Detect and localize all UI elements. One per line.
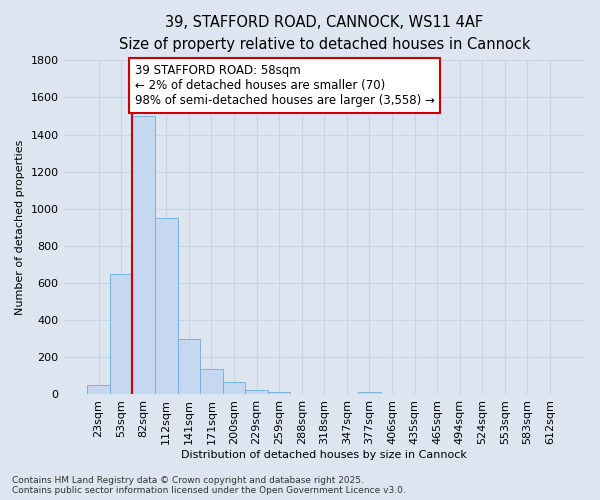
- Title: 39, STAFFORD ROAD, CANNOCK, WS11 4AF
Size of property relative to detached house: 39, STAFFORD ROAD, CANNOCK, WS11 4AF Siz…: [119, 15, 530, 52]
- Y-axis label: Number of detached properties: Number of detached properties: [15, 140, 25, 315]
- X-axis label: Distribution of detached houses by size in Cannock: Distribution of detached houses by size …: [181, 450, 467, 460]
- Bar: [358, 392, 381, 394]
- Bar: [245, 390, 268, 394]
- Text: Contains HM Land Registry data © Crown copyright and database right 2025.
Contai: Contains HM Land Registry data © Crown c…: [12, 476, 406, 495]
- Bar: [178, 339, 200, 394]
- Bar: [87, 385, 110, 394]
- Bar: [155, 218, 178, 394]
- Bar: [223, 382, 245, 394]
- Text: 39 STAFFORD ROAD: 58sqm
← 2% of detached houses are smaller (70)
98% of semi-det: 39 STAFFORD ROAD: 58sqm ← 2% of detached…: [134, 64, 434, 107]
- Bar: [268, 392, 290, 394]
- Bar: [133, 116, 155, 394]
- Bar: [200, 370, 223, 394]
- Bar: [110, 274, 133, 394]
